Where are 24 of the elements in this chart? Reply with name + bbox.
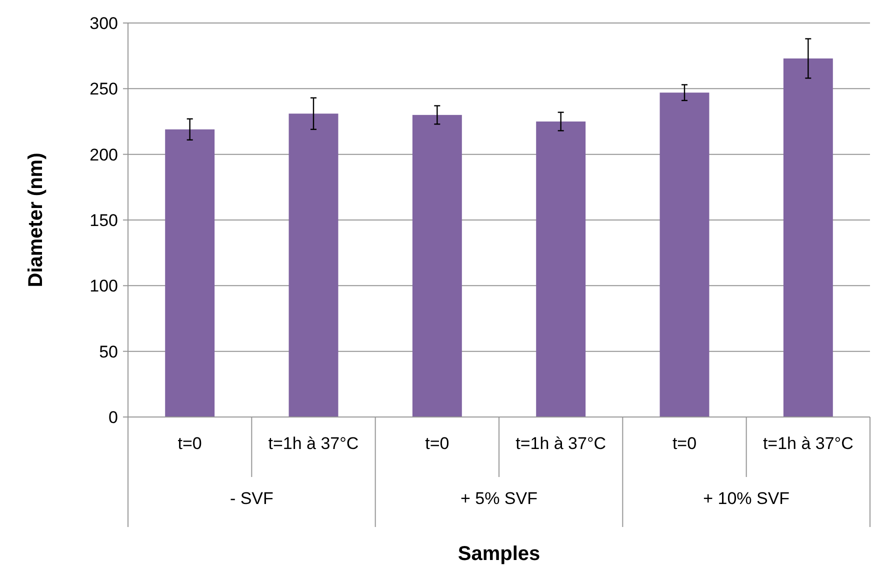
x-tick-label: t=0: [425, 434, 450, 453]
bar: [288, 114, 338, 417]
x-tick-label: t=1h à 37°C: [268, 434, 359, 453]
x-tick-label: t=0: [672, 434, 697, 453]
text: - SVF: [230, 489, 274, 508]
y-tick-label: 250: [90, 80, 118, 99]
bar: [783, 58, 833, 417]
bar: [660, 92, 710, 417]
x-tick-label: t=1h à 37°C: [762, 434, 854, 453]
x-tick-label: t=0: [178, 434, 202, 453]
y-tick-label: 50: [99, 342, 118, 362]
bar: [165, 129, 215, 417]
y-tick-label: 300: [90, 14, 118, 33]
x-axis-title: Samples: [458, 543, 540, 565]
x-tick-label: t=1h à 37°C: [516, 434, 606, 453]
y-axis-title: Diameter (nm): [25, 152, 47, 288]
text: + 5% SVF: [460, 489, 538, 508]
y-tick-label: 200: [90, 145, 118, 164]
y-tick-label: 150: [90, 210, 118, 230]
y-tick-label: 0: [108, 408, 118, 427]
bar: [412, 114, 462, 417]
bar: [536, 122, 586, 417]
y-tick-label: 100: [90, 276, 118, 296]
text: + 10% SVF: [703, 489, 790, 508]
